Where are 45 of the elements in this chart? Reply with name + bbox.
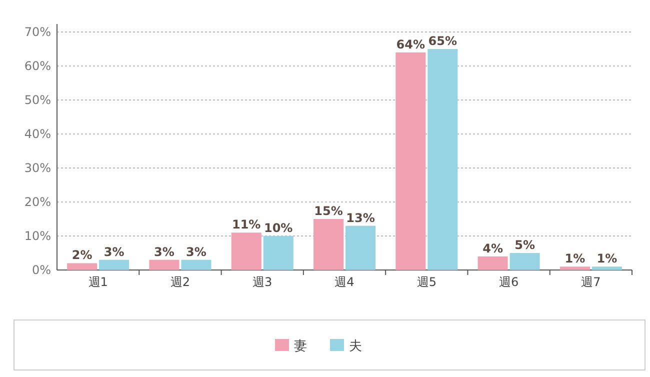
data-label: 5% <box>514 238 535 252</box>
y-tick-label: 70% <box>24 25 51 39</box>
y-tick-label: 20% <box>24 195 51 209</box>
bar <box>149 260 180 270</box>
bar <box>478 256 508 270</box>
data-label: 3% <box>186 244 206 259</box>
x-tick-label: 週6 <box>498 275 519 289</box>
x-tick-label: 週4 <box>334 275 354 289</box>
y-tick-label: 0% <box>32 263 51 277</box>
legend-label: 夫 <box>349 339 362 354</box>
data-label: 64% <box>396 37 426 52</box>
bar <box>346 226 376 270</box>
y-tick-label: 60% <box>24 59 51 73</box>
x-tick-label: 週7 <box>581 275 601 289</box>
x-tick-label: 週2 <box>170 275 190 289</box>
bar <box>396 52 426 270</box>
y-tick-label: 50% <box>24 93 51 107</box>
bar <box>67 263 98 270</box>
data-label: 4% <box>482 241 503 256</box>
bar <box>510 253 540 270</box>
data-label: 1% <box>564 252 586 266</box>
data-label: 1% <box>596 252 618 266</box>
bar <box>263 236 294 270</box>
bar <box>181 260 212 270</box>
legend-label: 妻 <box>294 339 307 354</box>
y-tick-label: 10% <box>24 229 51 243</box>
data-label: 11% <box>232 218 261 232</box>
data-label: 2% <box>72 248 92 262</box>
data-label: 3% <box>104 244 124 259</box>
data-label: 3% <box>154 244 174 259</box>
bar <box>428 49 458 270</box>
y-tick-label: 30% <box>24 161 51 175</box>
bar <box>231 232 262 270</box>
x-tick-label: 週3 <box>252 275 272 289</box>
bar <box>314 219 344 270</box>
data-label: 10% <box>264 221 293 235</box>
data-label: 65% <box>428 34 458 48</box>
data-label: 13% <box>346 210 375 225</box>
x-tick-label: 週1 <box>88 275 108 289</box>
bar <box>592 266 622 270</box>
bar <box>99 260 130 270</box>
bar <box>560 266 590 270</box>
y-tick-label: 40% <box>24 127 51 141</box>
x-tick-label: 週5 <box>416 275 436 289</box>
data-label: 15% <box>314 204 343 218</box>
